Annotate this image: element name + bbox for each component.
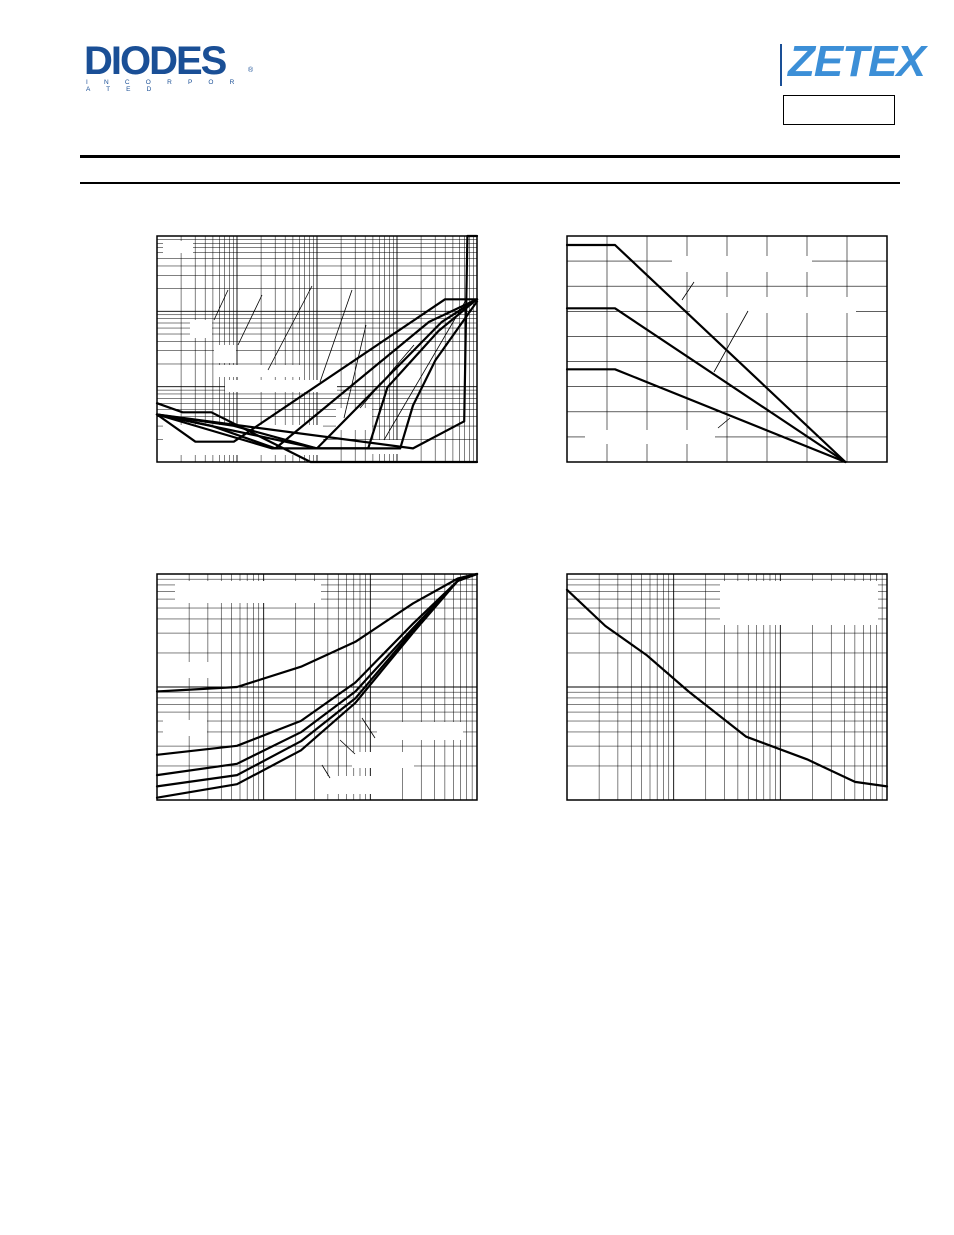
chart3-label-box — [163, 662, 211, 678]
diodes-subline: I N C O R P O R A T E D — [86, 79, 242, 93]
chart1-label-box — [366, 440, 410, 454]
chart3-series-line-4 — [155, 572, 479, 788]
part-number-box — [783, 95, 895, 125]
chart3-series-line-2 — [155, 572, 479, 756]
chart3-leader-line — [321, 764, 331, 779]
chart3-series-line-1 — [155, 572, 479, 693]
chart3-label-box — [322, 776, 374, 794]
chart3-leader-line — [339, 739, 356, 755]
chart1-leader-line — [383, 299, 467, 441]
chart1-label-box — [163, 241, 193, 253]
registered-mark: ® — [248, 67, 254, 74]
chart1-label-box — [225, 380, 337, 392]
chart3-series-line-5 — [155, 572, 479, 799]
chart1-label-box — [336, 408, 372, 430]
chart3-label-box — [377, 722, 463, 740]
diodes-logo: DIODES I N C O R P O R A T E D ® — [84, 39, 256, 93]
chart1-leader-line — [319, 289, 353, 383]
chart2-series-line-2 — [565, 307, 847, 464]
chart1-label-box — [214, 345, 236, 363]
chart1-leader-line — [343, 324, 367, 419]
chart2-leader-line — [713, 310, 749, 373]
chart3-label-box — [163, 720, 207, 736]
zetex-divider — [780, 44, 782, 86]
chart2-series-line-1 — [565, 243, 847, 464]
chart3-leader-line — [361, 717, 376, 739]
zetex-logo: ZETEX — [788, 37, 926, 86]
chart3-series-line-3 — [155, 572, 479, 777]
chart1-grid — [156, 236, 477, 463]
chart2-leader-line — [681, 281, 695, 301]
chart1-series-line-2 — [155, 298, 479, 443]
chart2-label-box — [690, 297, 856, 313]
chart1-leader-line — [267, 285, 313, 371]
chart1-series-line-7 — [155, 234, 479, 450]
chart1-label-box — [190, 320, 212, 338]
chart1-series-line-5 — [155, 298, 479, 450]
chart4-label-box — [720, 581, 878, 625]
header-rule-top — [80, 155, 900, 158]
chart2-plot-frame — [566, 235, 888, 463]
chart4-series-line-1 — [565, 588, 889, 788]
chart1-series-line-4 — [155, 298, 479, 450]
chart1-label-box — [163, 425, 323, 455]
chart1-leader-line — [213, 289, 229, 321]
chart2-label-box — [672, 256, 812, 272]
chart4-grid — [566, 574, 887, 801]
chart3-label-box — [352, 752, 414, 768]
chart1-leader-line — [237, 294, 263, 346]
chart2-series-line-3 — [565, 368, 847, 464]
chart3-plot-frame — [156, 573, 478, 801]
chart1-series-line-3 — [155, 298, 479, 450]
diodes-wordmark: DIODES — [84, 39, 227, 83]
chart3-label-box — [175, 581, 321, 603]
chart3-grid — [156, 574, 477, 801]
chart2-leader-line — [717, 417, 731, 429]
chart1-leader-line — [359, 344, 415, 409]
chart2-grid — [567, 236, 887, 462]
chart1-plot-frame — [156, 235, 478, 463]
chart1-series-line-6 — [155, 300, 479, 450]
header-rule-bottom — [80, 182, 900, 184]
chart2-label-box — [585, 430, 715, 444]
chart4-plot-frame — [566, 573, 888, 801]
chart1-label-box — [218, 365, 300, 377]
chart1-series-line-1 — [155, 402, 479, 464]
